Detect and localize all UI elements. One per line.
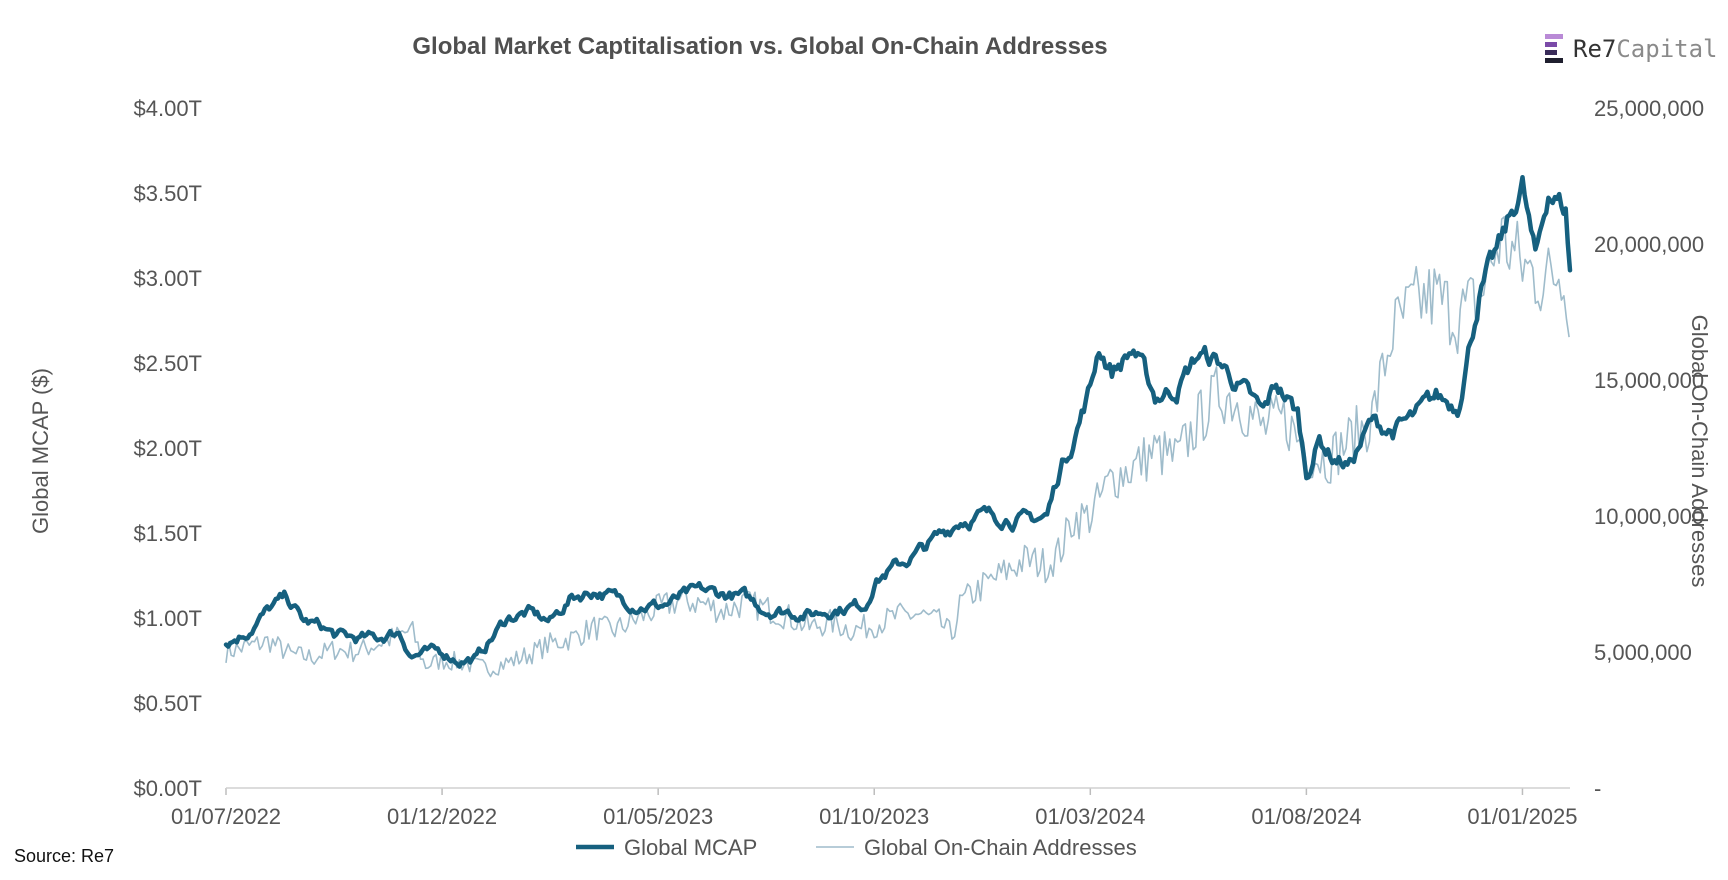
source-note: Source: Re7 bbox=[14, 846, 115, 866]
right-axis-ticks: - 5,000,000 10,000,000 15,000,000 20,000,000… bbox=[1594, 96, 1704, 801]
legend-global-mcap-label: Global MCAP bbox=[624, 835, 757, 860]
series-global-mcap bbox=[223, 174, 1573, 669]
x-tick-label: 01/01/2025 bbox=[1467, 804, 1577, 829]
brand-name-part1: Re7 bbox=[1573, 35, 1617, 63]
brand-name: Re7Capital bbox=[1573, 35, 1718, 63]
y2-tick-label: 10,000,000 bbox=[1594, 504, 1704, 529]
logo-bar bbox=[1545, 58, 1563, 63]
logo-bar bbox=[1545, 42, 1557, 47]
x-tick-label: 01/12/2022 bbox=[387, 804, 497, 829]
y-tick-label: $1.50T bbox=[134, 521, 203, 546]
re7-logo-icon bbox=[1545, 34, 1563, 64]
series-global-on-chain-addresses bbox=[225, 216, 1570, 678]
y-tick-label: $2.50T bbox=[134, 351, 203, 376]
y-tick-label: $3.00T bbox=[134, 266, 203, 291]
y2-tick-label: 25,000,000 bbox=[1594, 96, 1704, 121]
x-tick-label: 01/10/2023 bbox=[819, 804, 929, 829]
brand-name-part2: Capital bbox=[1616, 35, 1718, 63]
x-axis-ticks: 01/07/2022 01/12/2022 01/05/2023 01/10/2023… bbox=[171, 788, 1578, 829]
y-tick-label: $0.00T bbox=[134, 776, 203, 801]
x-tick-label: 01/05/2023 bbox=[603, 804, 713, 829]
left-axis-ticks: $0.00T $0.50T $1.00T $1.50T $2.00T $2.50T $3.0… bbox=[134, 96, 203, 801]
y2-tick-label: 15,000,000 bbox=[1594, 368, 1704, 393]
y2-axis-label: Global On-Chain Addresses bbox=[1687, 315, 1712, 588]
y-tick-label: $4.00T bbox=[134, 96, 203, 121]
y2-tick-label: - bbox=[1594, 776, 1601, 801]
legend-global-on-chain-addresses-label: Global On-Chain Addresses bbox=[864, 835, 1137, 860]
y2-tick-label: 20,000,000 bbox=[1594, 232, 1704, 257]
y-tick-label: $0.50T bbox=[134, 691, 203, 716]
y2-tick-label: 5,000,000 bbox=[1594, 640, 1692, 665]
y-axis-label: Global MCAP ($) bbox=[28, 368, 53, 534]
y-tick-label: $3.50T bbox=[134, 181, 203, 206]
x-tick-label: 01/08/2024 bbox=[1251, 804, 1361, 829]
y-tick-label: $1.00T bbox=[134, 606, 203, 631]
chart-title: Global Market Captitalisation vs. Global… bbox=[412, 33, 1107, 60]
logo-bar bbox=[1545, 34, 1563, 39]
legend: Global MCAP Global On-Chain Addresses bbox=[576, 835, 1137, 860]
x-tick-label: 01/03/2024 bbox=[1035, 804, 1145, 829]
x-tick-label: 01/07/2022 bbox=[171, 804, 281, 829]
brand-logo: Re7Capital bbox=[1545, 34, 1718, 64]
logo-bar bbox=[1545, 50, 1557, 55]
y-tick-label: $2.00T bbox=[134, 436, 203, 461]
